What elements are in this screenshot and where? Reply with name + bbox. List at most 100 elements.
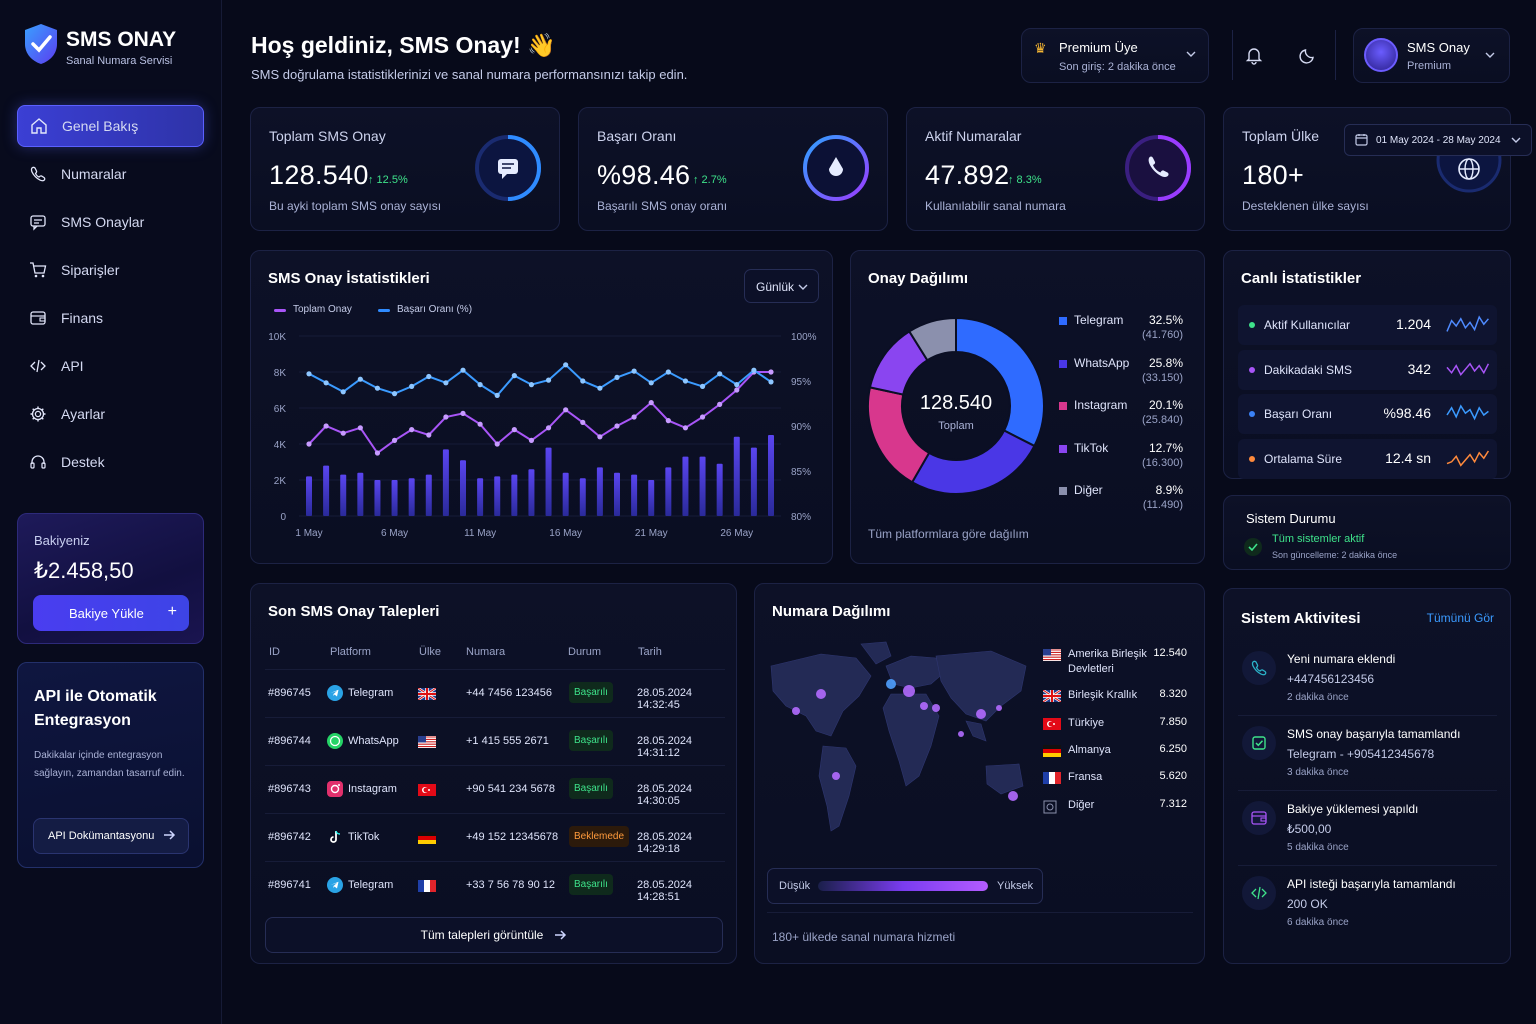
sidebar-item-label: Genel Bakış — [62, 118, 139, 134]
country-value: 7.312 — [1159, 798, 1187, 810]
row-platform: TikTok — [348, 831, 380, 843]
api-docs-button[interactable]: API Dokümantasyonu — [33, 818, 189, 854]
stat-sub: Desteklenen ülke sayısı — [1242, 199, 1369, 213]
point-total — [717, 401, 723, 407]
point-rate — [306, 371, 312, 377]
moon-icon[interactable] — [1298, 45, 1318, 65]
cart-icon — [29, 261, 61, 279]
date-range-label: 01 May 2024 - 28 May 2024 — [1376, 135, 1501, 146]
sidebar-item-code[interactable]: API — [17, 345, 204, 387]
sidebar-item-message[interactable]: SMS Onaylar — [17, 201, 204, 243]
activity-item[interactable]: API isteği başarıyla tamamlandı 200 OK 6 d… — [1238, 874, 1497, 946]
sidebar-item-wallet[interactable]: Finans — [17, 297, 204, 339]
tr-flag-icon — [418, 784, 436, 796]
table-row[interactable]: #896743 Instagram +90 541 234 5678 Başarılı… — [265, 765, 725, 813]
bar — [682, 456, 689, 516]
activity-time: 5 dakika önce — [1287, 842, 1349, 853]
sidebar-item-gear[interactable]: Ayarlar — [17, 393, 204, 435]
chevron-down-icon — [798, 282, 808, 292]
card-title: Son SMS Onay Talepleri — [268, 603, 440, 620]
point-rate — [734, 382, 740, 388]
point-rate — [357, 376, 363, 382]
sidebar-item-label: API — [61, 358, 84, 374]
activity-item[interactable]: SMS onay başarıyla tamamlandı Telegram - … — [1238, 724, 1497, 796]
bar — [425, 474, 432, 516]
view-all-requests-button[interactable]: Tüm talepleri görüntüle — [265, 917, 723, 953]
point-total — [545, 425, 552, 431]
series-line-rate — [308, 363, 772, 397]
col-header-id: ID — [269, 646, 280, 658]
stat-title: Toplam SMS Onay — [269, 128, 386, 144]
point-total — [631, 414, 637, 420]
live-stat-row: Başarı Oranı %98.46 — [1238, 394, 1497, 434]
arrow-right-icon — [553, 928, 567, 942]
stat-value: 128.540 — [269, 160, 369, 190]
balance-value: ₺2.458,50 — [34, 558, 134, 583]
stat-card-total-sms: Toplam SMS Onay 128.540 ↑ 12.5% Bu ayki … — [250, 107, 560, 231]
point-total — [426, 432, 432, 438]
sidebar: SMS ONAY Sanal Numara Servisi Genel Bakı… — [0, 0, 222, 1024]
table-row[interactable]: #896745 Telegram +44 7456 123456 Başarılı 28… — [265, 669, 725, 717]
activity-item[interactable]: Yeni numara eklendi +447456123456 2 dakika… — [1238, 649, 1497, 721]
point-rate — [717, 371, 723, 377]
point-rate — [665, 369, 671, 375]
gauge-icon — [801, 133, 871, 203]
point-rate — [597, 385, 603, 391]
stat-card-success-rate: Başarı Oranı %98.46 ↑ 2.7% Başarılı SMS … — [578, 107, 888, 231]
scale-low-label: Düşük — [779, 880, 811, 892]
bar — [614, 472, 620, 516]
point-total — [460, 410, 466, 416]
view-all-activity-link[interactable]: Tümünü Gör — [1426, 611, 1494, 625]
card-title: Canlı İstatistikler — [1241, 270, 1362, 287]
bar — [460, 460, 466, 516]
sidebar-item-home[interactable]: Genel Bakış — [17, 105, 204, 147]
activity-time: 6 dakika önce — [1287, 917, 1349, 928]
legend-swatch — [1059, 317, 1067, 325]
bar — [699, 456, 706, 516]
legend-pct: 25.8% — [1148, 355, 1183, 370]
table-row[interactable]: #896742 TikTok +49 152 12345678 Beklemede 28… — [265, 813, 725, 861]
point-rate — [443, 380, 449, 386]
col-header-platform: Platform — [330, 646, 371, 658]
topup-button[interactable]: Bakiye Yükle + — [33, 595, 189, 631]
point-rate — [563, 362, 569, 368]
sms-stats-card: SMS Onay İstatistikleri Günlük Toplam On… — [250, 250, 833, 564]
live-stat-label: Başarı Oranı — [1264, 407, 1333, 421]
legend-total: Toplam Onay — [293, 304, 352, 315]
bar — [750, 447, 757, 516]
bell-icon[interactable] — [1244, 45, 1264, 65]
legend-name: Instagram — [1074, 398, 1128, 412]
live-stat-label: Dakikadaki SMS — [1264, 362, 1353, 377]
legend-count: (33.150) — [1142, 371, 1183, 384]
sidebar-item-phone[interactable]: Numaralar — [17, 153, 204, 195]
wallet-icon — [29, 309, 61, 327]
table-row[interactable]: #896744 WhatsApp +1 415 555 2671 Başarılı 28… — [265, 717, 725, 765]
activity-item[interactable]: Bakiye yüklemesi yapıldı ₺500,00 5 dakika … — [1238, 799, 1497, 871]
legend-swatch-rate — [378, 309, 390, 312]
legend-pct: 32.5% — [1148, 313, 1183, 327]
country-name: Diğer — [1068, 799, 1095, 811]
table-row[interactable]: #896741 Telegram +33 7 56 78 90 12 Başarılı… — [265, 861, 725, 909]
sidebar-item-headset[interactable]: Destek — [17, 441, 204, 483]
period-select[interactable]: Günlük — [744, 269, 819, 303]
legend-count: (25.840) — [1142, 414, 1183, 426]
row-number: +33 7 56 78 90 12 — [466, 879, 555, 891]
tiktok-icon — [327, 829, 343, 845]
sidebar-item-cart[interactable]: Siparişler — [17, 249, 204, 291]
api-promo-text: Dakikalar içinde entegrasyon sağlayın, z… — [34, 750, 185, 779]
message-icon — [29, 213, 61, 231]
country-value: 5.620 — [1159, 770, 1187, 782]
live-stat-row: Ortalama Süre 12.4 sn — [1238, 438, 1497, 479]
legend-name: Telegram — [1074, 313, 1124, 327]
bar — [733, 436, 740, 516]
status-dot-icon — [1249, 411, 1255, 417]
user-menu[interactable]: SMS Onay Premium — [1353, 28, 1510, 83]
date-range-picker[interactable]: 01 May 2024 - 28 May 2024 — [1344, 124, 1532, 156]
us-flag-icon — [418, 736, 436, 748]
bar — [631, 474, 638, 516]
row-platform: Instagram — [348, 783, 397, 795]
row-date: 28.05.2024 14:30:05 — [637, 783, 693, 807]
premium-dropdown[interactable]: ♛ Premium Üye Son giriş: 2 dakika önce — [1021, 28, 1209, 83]
row-date: 28.05.2024 14:31:12 — [637, 735, 693, 759]
bar — [357, 472, 364, 516]
